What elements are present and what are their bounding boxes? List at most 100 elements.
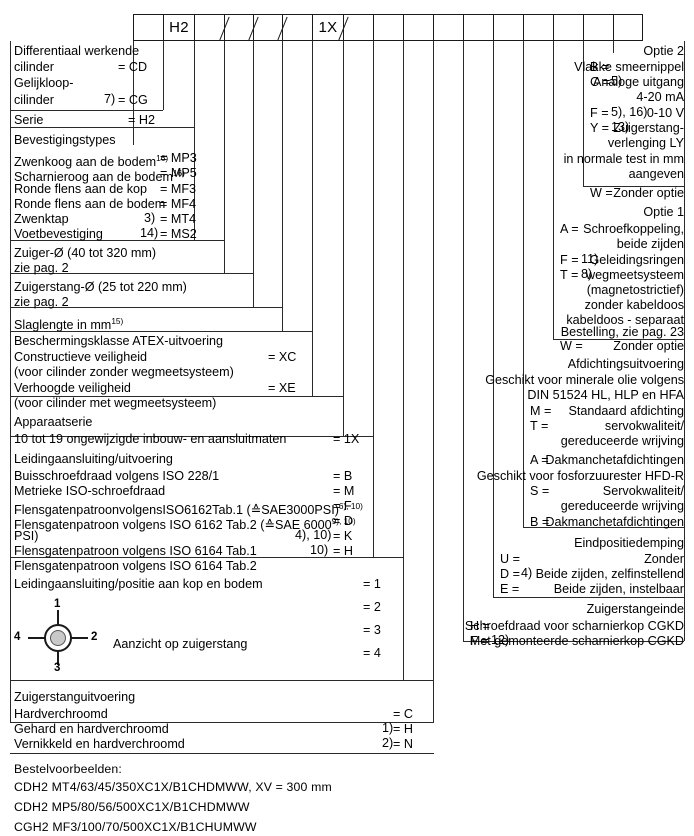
key-afd-t: T =	[530, 419, 549, 433]
port-label-right: 2	[91, 631, 98, 643]
header-eindpositiedemping: Eindpositiedemping	[574, 536, 684, 550]
connector-line-left-8	[343, 41, 344, 436]
code-box-10[interactable]	[403, 14, 433, 41]
connector-line-right-3	[523, 41, 524, 527]
row-zuigerstang-page: zie pag. 2	[14, 295, 69, 309]
footnote-6-10: 6), 10)	[338, 501, 363, 511]
header-beschermingsklasse: Beschermingsklasse ATEX-uitvoering	[14, 334, 224, 348]
row-iso6164-tab2: Flensgatenpatroon volgens ISO 6164 Tab.2	[14, 559, 257, 573]
code-xc: = XC	[268, 350, 297, 364]
row-gelijkloop-label: Gelijkloop-	[14, 76, 74, 90]
footnote-13: 13)	[611, 120, 630, 134]
text-demp-e: Beide zijden, instelbaar	[553, 582, 684, 596]
text-optie2-010v: 0-10 V	[646, 106, 684, 120]
row-metrieke-iso: Metrieke ISO-schroefdraad	[14, 484, 166, 498]
code-mf4: = MF4	[160, 197, 197, 211]
connector-line-left-7	[312, 41, 313, 396]
code-box-7[interactable]: 1X	[312, 14, 343, 41]
row-ronde-flens-bodem: Ronde flens aan de bodem	[14, 197, 166, 211]
row-scharnieroog: Scharnieroog aan de bodem16)	[14, 168, 185, 185]
text-afd-wrijving-2: gereduceerde wrijving	[560, 499, 684, 513]
frame-r1-bottom	[583, 186, 684, 187]
port-stem-bottom	[57, 650, 59, 665]
text-optie2-normale-test: in normale test in mm	[563, 152, 684, 166]
text-afd-t: servokwaliteit/	[604, 419, 684, 433]
row-differentiaal-label: Differentiaal werkende	[14, 44, 140, 58]
code-box-16[interactable]	[583, 14, 613, 41]
footnote-5-16: 5), 16)	[611, 105, 648, 119]
connector-line-right-6	[613, 41, 614, 53]
text-optie1-a: Schroefkoppeling,	[583, 222, 684, 236]
frame-l2-bottom	[10, 127, 194, 128]
row-ronde-flens-kop: Ronde flens aan de kop	[14, 182, 148, 196]
footnote-3: 3)	[144, 211, 156, 225]
key-afd-a: A =	[530, 453, 549, 467]
code-box-3[interactable]	[194, 14, 224, 41]
row-cilinder-cg: cilinder	[14, 93, 54, 107]
key-demp-e: E =	[500, 582, 520, 596]
code-box-11[interactable]	[433, 14, 463, 41]
text-demp-u: Zonder	[644, 552, 684, 566]
text-optie1-zonder-kabeldoos: zonder kabeldoos	[584, 298, 684, 312]
connector-line-left-6	[282, 41, 283, 331]
code-box-8[interactable]	[343, 14, 373, 41]
connector-line-left-10	[403, 41, 404, 680]
example-item-1: CDH2 MT4/63/45/350XC1X/B1CHDMWW, XV = 30…	[14, 780, 332, 794]
header-zuigerstanguitvoering: Zuigerstanguitvoering	[14, 690, 136, 704]
code-cg: = CG	[118, 93, 148, 107]
frame-l6-bottom	[10, 331, 312, 332]
key-afd-b: B =	[530, 515, 550, 529]
row-apparaatserie-range: 10 tot 19 ongewijzigde inbouw- en aanslu…	[14, 432, 287, 446]
footnote-16b: 16)	[172, 168, 185, 178]
key-optie2-c: C =	[590, 75, 610, 89]
code-box-17[interactable]	[613, 14, 643, 41]
frame-r4-bottom	[493, 597, 684, 598]
row-iso6164-tab1: Flensgatenpatroon volgens ISO 6164 Tab.1	[14, 544, 257, 558]
connector-line-left-9	[373, 41, 374, 557]
frame-l4-bottom	[10, 273, 253, 274]
footnote-10: 10)	[310, 543, 329, 557]
text-optie1-kabeldoos-separaat: kabeldoos - separaat	[566, 313, 684, 327]
key-optie1-t: T =	[560, 268, 579, 282]
text-optie2-aangeven: aangeven	[628, 167, 684, 181]
row-voetbevestiging: Voetbevestiging	[14, 227, 103, 241]
port-diagram-caption: Aanzicht op zuigerstang	[113, 637, 248, 651]
row-serie: Serie	[14, 113, 44, 127]
code-box-9[interactable]	[373, 14, 403, 41]
key-afd-s: S =	[530, 484, 550, 498]
text-optie2-420ma: 4-20 mA	[636, 90, 684, 104]
code-box-12[interactable]	[463, 14, 493, 41]
code-box-14[interactable]	[523, 14, 553, 41]
row-iso6162-tab1: FlensgatenpatroonvolgensISO6162Tab.1 (≙S…	[14, 501, 363, 518]
row-cilinder-cd: cilinder	[14, 60, 54, 74]
code-b: = B	[333, 469, 353, 483]
footnote-8: 8)	[581, 267, 593, 281]
code-box-13[interactable]	[493, 14, 523, 41]
connector-line-right-1	[463, 41, 464, 641]
examples-title: Bestelvoorbeelden:	[14, 762, 122, 776]
text-optie1-wegmeetsysteem: wegmeetsysteem	[586, 268, 684, 282]
header-zuigerstangeinde: Zuigerstangeinde	[586, 602, 684, 616]
key-optie1-f: F =	[560, 253, 579, 267]
code-box-2[interactable]: H2	[163, 14, 194, 41]
row-iso6162-tab2: Flensgatenpatroon volgens ISO 6162 Tab.2…	[14, 516, 356, 533]
text-optie2-c: Analoge uitgang	[592, 75, 684, 89]
text-afd-b: Dakmanchetafdichtingen	[545, 515, 684, 529]
text-demp-d: Beide zijden, zelfinstellend	[535, 567, 684, 581]
code-box-4[interactable]	[224, 14, 253, 41]
text-afd-m: Standaard afdichting	[568, 404, 684, 418]
footnote-2: 2)	[382, 736, 394, 750]
connector-line-left-11b	[433, 41, 434, 722]
footnote-9-10: 9), 10)	[331, 516, 356, 526]
port-stem-right	[71, 637, 88, 639]
code-box-5[interactable]	[253, 14, 282, 41]
text-optie1-geleidingsringen: Geleidingsringen	[589, 253, 684, 267]
key-optie1-a: A =	[560, 222, 579, 236]
code-box-15[interactable]	[553, 14, 583, 41]
code-box-6[interactable]	[282, 14, 312, 41]
frame-l11-bottom	[10, 722, 434, 723]
code-box-1[interactable]	[133, 14, 163, 41]
connector-line-left-4	[224, 41, 225, 273]
code-f: = F	[333, 499, 352, 513]
frame-right-spine	[684, 41, 685, 641]
